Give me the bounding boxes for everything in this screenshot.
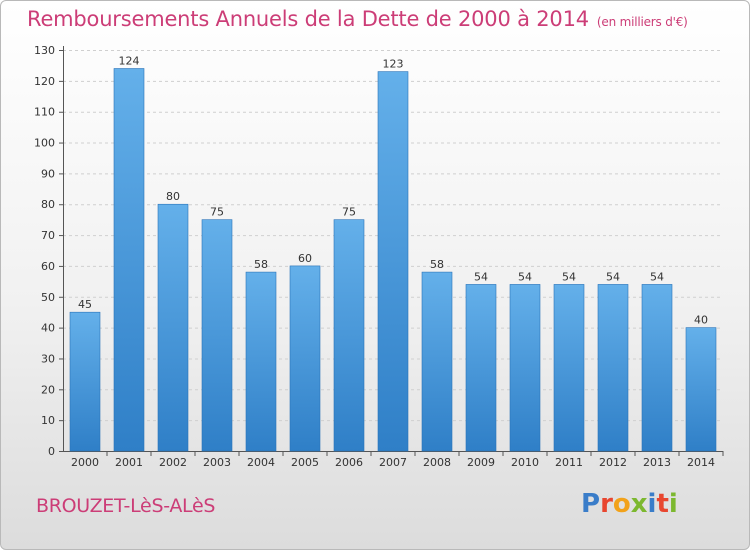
y-tick-label: 70	[41, 229, 55, 242]
x-tick-label: 2008	[423, 456, 451, 469]
x-tick-label: 2013	[643, 456, 671, 469]
y-tick-label: 0	[48, 445, 55, 458]
logo-letter: o	[612, 489, 631, 519]
logo-letter: P	[581, 489, 601, 519]
bar	[245, 271, 277, 452]
data-label: 75	[210, 206, 224, 219]
y-tick-label: 40	[41, 322, 55, 335]
data-label: 54	[562, 270, 576, 283]
x-tick-label: 2003	[203, 456, 231, 469]
y-tick-label: 90	[41, 167, 55, 180]
y-tick-label: 120	[34, 75, 55, 88]
y-tick-label: 50	[41, 291, 55, 304]
x-tick-label: 2001	[115, 456, 143, 469]
data-label: 123	[383, 58, 404, 71]
y-tick-label: 10	[41, 414, 55, 427]
data-label: 60	[298, 252, 312, 265]
y-tick-label: 20	[41, 383, 55, 396]
x-tick-label: 2002	[159, 456, 187, 469]
logo-letter: i	[647, 489, 657, 519]
bars	[69, 68, 717, 452]
y-tick-label: 60	[41, 260, 55, 273]
y-tick-label: 100	[34, 137, 55, 150]
bar	[597, 284, 629, 452]
bar	[69, 311, 101, 452]
bar	[333, 219, 365, 452]
data-label: 54	[606, 270, 620, 283]
unit-note: (en milliers d'€)	[596, 15, 688, 29]
bar	[553, 284, 585, 452]
bar	[421, 271, 453, 452]
bar	[509, 284, 541, 452]
data-label: 54	[650, 270, 664, 283]
x-tick-label: 2007	[379, 456, 407, 469]
x-tick-label: 2009	[467, 456, 495, 469]
data-label: 40	[694, 314, 708, 327]
x-tick-label: 2004	[247, 456, 275, 469]
axes	[59, 46, 724, 456]
chart-title-text: Remboursements Annuels de la Dette de 20…	[27, 7, 589, 31]
data-label: 124	[119, 55, 140, 68]
x-tick-label: 2000	[71, 456, 99, 469]
data-label: 54	[518, 270, 532, 283]
bar	[201, 219, 233, 452]
x-tick-label: 2014	[687, 456, 715, 469]
proxiti-logo[interactable]: Proxiti	[581, 489, 678, 519]
commune-name: BROUZET-LèS-ALèS	[36, 495, 216, 517]
data-label: 45	[78, 298, 92, 311]
data-label: 54	[474, 270, 488, 283]
data-label: 58	[254, 258, 268, 271]
logo-letter: x	[630, 489, 648, 519]
bar	[685, 327, 717, 452]
labels: 0 10 20 30 40 50 60 70 80 90 100 110 120 130 45 2000 124…	[34, 44, 715, 469]
x-tick-label: 2005	[291, 456, 319, 469]
y-tick-label: 110	[34, 106, 55, 119]
bar	[377, 71, 409, 452]
data-label: 75	[342, 206, 356, 219]
logo-letter: r	[600, 489, 613, 519]
chart-title: Remboursements Annuels de la Dette de 20…	[27, 7, 688, 31]
logo-letter: t	[656, 489, 669, 519]
bar	[113, 68, 145, 452]
bar	[465, 284, 497, 452]
bar	[641, 284, 673, 452]
x-tick-label: 2012	[599, 456, 627, 469]
x-tick-label: 2006	[335, 456, 363, 469]
y-tick-label: 80	[41, 198, 55, 211]
data-label: 80	[166, 190, 180, 203]
data-label: 58	[430, 258, 444, 271]
y-tick-label: 130	[34, 44, 55, 57]
x-tick-label: 2010	[511, 456, 539, 469]
y-tick-label: 30	[41, 352, 55, 365]
bar	[157, 203, 189, 452]
x-tick-label: 2011	[555, 456, 583, 469]
bar	[289, 265, 321, 452]
logo-letter: i	[668, 489, 678, 519]
